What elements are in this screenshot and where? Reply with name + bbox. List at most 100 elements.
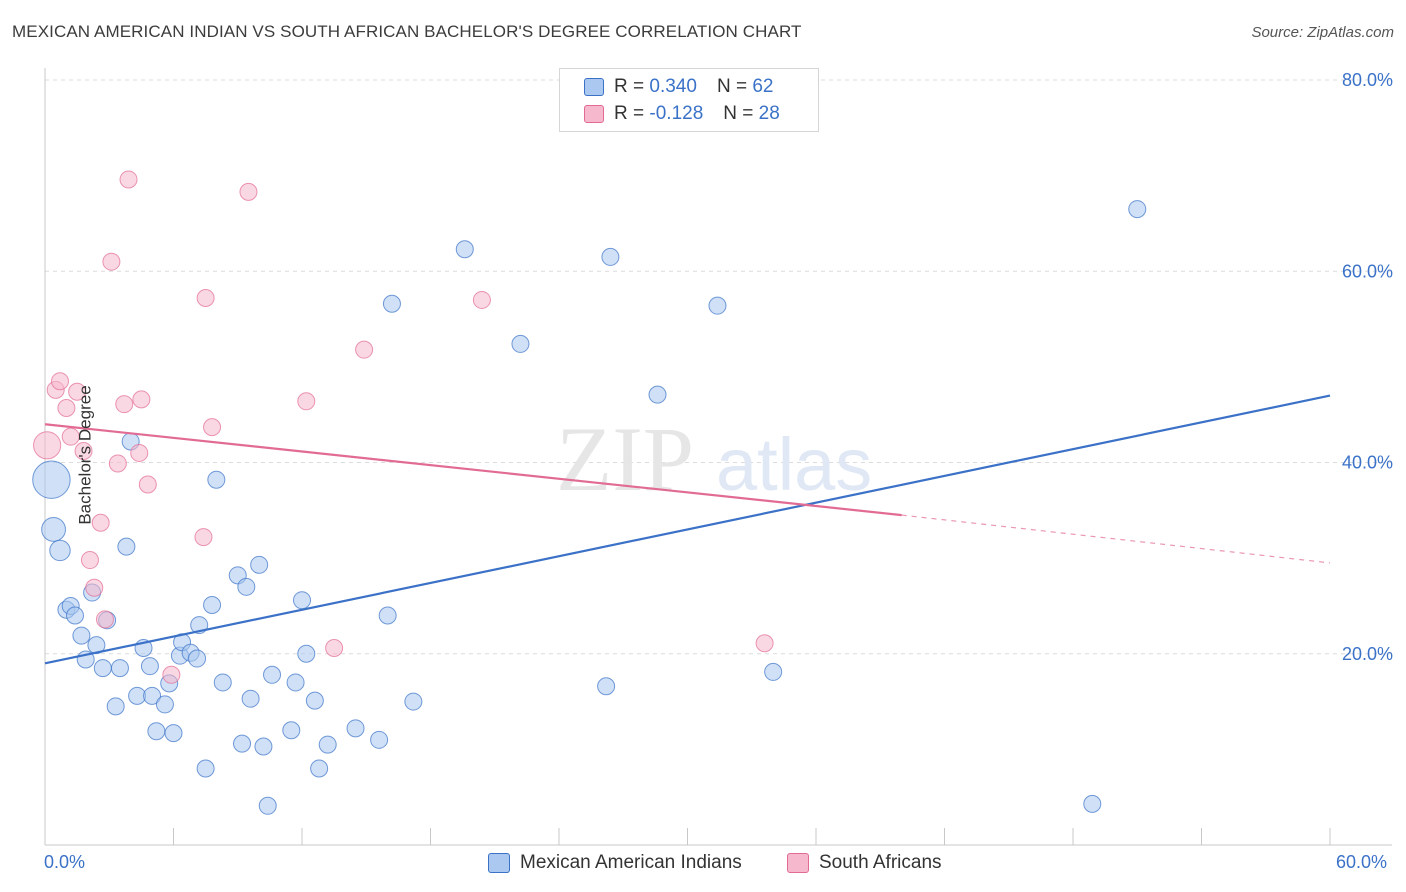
trend-lines [44, 394, 1331, 665]
mexican-point [346, 719, 365, 738]
mexican-point [237, 577, 256, 596]
grid-lines [45, 79, 1392, 655]
mexican-point [254, 737, 273, 756]
mexican-point [282, 721, 301, 740]
series-legend-label: South Africans [819, 852, 942, 873]
mexican-point [511, 334, 530, 353]
source-label: Source: ZipAtlas.com [1251, 24, 1394, 41]
legend-r-value: -0.128 [649, 103, 704, 124]
watermark-zip: ZIP [556, 408, 694, 510]
mexican-point [128, 686, 147, 705]
mexican-point [241, 689, 260, 708]
mexican-point [117, 537, 136, 556]
legend-r-label: R = [614, 103, 645, 124]
series-legend-south-african: South Africans [787, 852, 942, 874]
mexican-point [147, 722, 166, 741]
mexican-trend-line [44, 394, 1331, 665]
legend-row-mexican: R = 0.340 N = 62 [584, 75, 773, 99]
mexican-point [305, 691, 324, 710]
mexican-point [1128, 200, 1147, 219]
legend-n-value: 62 [752, 76, 774, 97]
mexican-point [65, 606, 84, 625]
south-african-point [194, 528, 213, 547]
south-african-point [33, 431, 62, 460]
mexican-point [140, 657, 159, 676]
south-african-trend-extension [901, 514, 1331, 564]
mexican-point [93, 659, 112, 678]
correlation-legend: R = 0.340 N = 62 R = -0.128 N = 28 [559, 68, 819, 132]
series-legend: Mexican American Indians South Africans [0, 852, 1406, 878]
mexican-point [378, 606, 397, 625]
mexican-point [188, 649, 207, 668]
mexican-point [310, 759, 329, 778]
mexican-point [233, 734, 252, 753]
legend-n-label: N = [723, 103, 754, 124]
series-legend-label: Mexican American Indians [520, 852, 742, 873]
mexican-point [203, 595, 222, 614]
south-african-point [108, 454, 127, 473]
south-african-point [196, 289, 215, 308]
mexican-point [297, 644, 316, 663]
south-african-point [91, 513, 110, 532]
mexican-point [143, 686, 162, 705]
mexican-point [106, 697, 125, 716]
south-african-point [80, 551, 99, 570]
mexican-point [404, 692, 423, 711]
south-african-point [325, 639, 344, 658]
y-axis-label: Bachelor's Degree [75, 385, 95, 525]
mexican-point [370, 730, 389, 749]
south-african-point [472, 290, 491, 309]
mexican-point [155, 695, 174, 714]
x-tick-label-min: 0.0% [44, 852, 86, 872]
watermark: ZIP atlas [556, 408, 872, 510]
mexican-point [601, 247, 620, 266]
chart-title: MEXICAN AMERICAN INDIAN VS SOUTH AFRICAN… [12, 22, 802, 41]
legend-r-value: 0.340 [649, 76, 697, 97]
south-african-point [138, 475, 157, 494]
legend-n-value: 28 [758, 103, 780, 124]
mexican-point [207, 470, 226, 489]
south-african-trend-line [44, 423, 902, 517]
data-points [32, 170, 1147, 815]
legend-swatch-blue [584, 78, 604, 96]
mexican-point [41, 517, 66, 542]
south-african-point [130, 443, 149, 462]
south-african-point [50, 372, 69, 391]
mexican-point [293, 591, 311, 610]
south-african-point [85, 578, 104, 597]
series-swatch-pink [787, 853, 809, 873]
south-african-point [239, 182, 258, 201]
mexican-point [258, 796, 277, 815]
mexican-point [318, 735, 337, 754]
series-legend-mexican: Mexican American Indians [488, 852, 742, 874]
mexican-point [1083, 794, 1102, 813]
mexican-point [250, 555, 269, 574]
mexican-point [164, 724, 183, 743]
watermark-atlas: atlas [716, 423, 872, 506]
mexican-point [196, 759, 215, 778]
legend-r-label: R = [614, 76, 645, 97]
south-african-point [355, 340, 374, 359]
legend-row-south-african: R = -0.128 N = 28 [584, 102, 780, 126]
south-african-point [95, 610, 114, 629]
south-african-point [162, 665, 181, 684]
y-tick-label: 40.0% [1342, 453, 1393, 473]
south-african-point [755, 634, 774, 653]
mexican-point [455, 240, 474, 259]
y-tick-label: 60.0% [1342, 261, 1393, 281]
south-african-point [203, 418, 222, 437]
mexican-point [32, 460, 71, 499]
x-tick-label-max: 60.0% [1336, 852, 1388, 872]
mexican-point [72, 626, 91, 645]
south-african-point [115, 395, 134, 414]
y-tick-label: 20.0% [1342, 644, 1393, 664]
mexican-point [49, 539, 71, 562]
y-tick-labels: 20.0% 40.0% 60.0% 80.0% [1342, 70, 1393, 664]
south-african-point [297, 392, 316, 411]
south-african-point [74, 442, 93, 461]
mexican-point [213, 673, 232, 692]
mexican-point [597, 677, 616, 696]
mexican-point [286, 673, 305, 692]
south-african-point [57, 398, 76, 417]
